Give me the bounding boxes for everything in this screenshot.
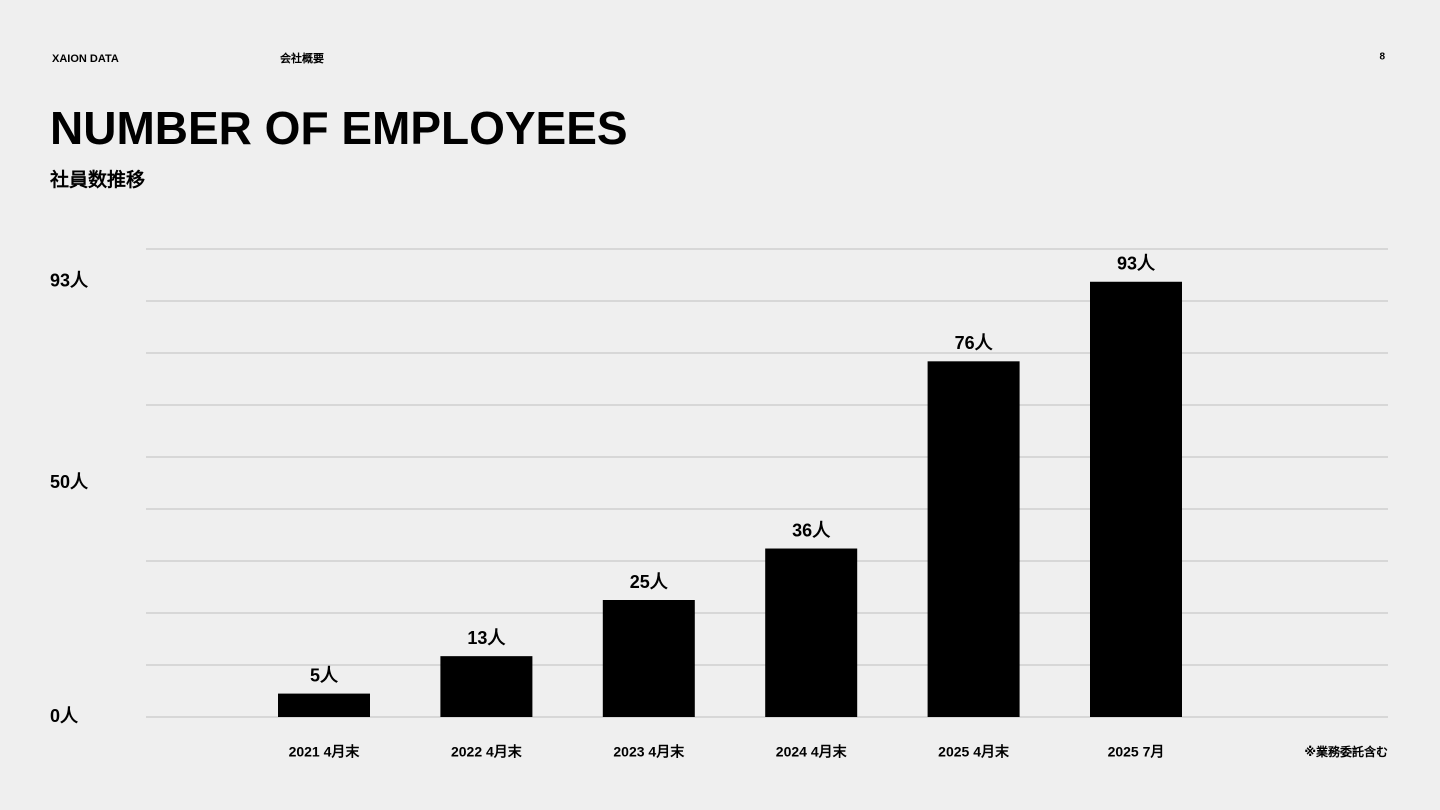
- x-tick-label: 2025 4月末: [938, 744, 1010, 760]
- bar: [602, 600, 695, 717]
- y-tick-label: 93人: [50, 271, 89, 291]
- y-tick-label: 50人: [50, 472, 89, 492]
- footnote: ※業務委託含む: [1304, 744, 1388, 759]
- bar: [1090, 281, 1182, 717]
- x-tick-label: 2021 4月末: [289, 744, 361, 760]
- value-label: 36人: [792, 520, 831, 540]
- value-label: 76人: [955, 333, 994, 353]
- x-tick-label: 2025 7月: [1108, 744, 1165, 760]
- bar: [278, 693, 370, 717]
- value-label: 93人: [1117, 254, 1156, 274]
- x-tick-label: 2022 4月末: [451, 744, 523, 760]
- y-tick-label: 0人: [50, 706, 79, 726]
- x-tick-label: 2024 4月末: [776, 744, 848, 760]
- x-tick-label: 2023 4月末: [613, 744, 685, 760]
- value-label: 5人: [310, 665, 339, 685]
- brand: XAION DATA: [52, 53, 119, 65]
- value-label: 25人: [630, 572, 669, 592]
- chart-subtitle: 社員数推移: [49, 168, 145, 191]
- value-label: 13人: [467, 628, 506, 648]
- bar: [927, 361, 1020, 717]
- bar: [765, 548, 858, 717]
- bar: [440, 656, 533, 717]
- chart-title: NUMBER OF EMPLOYEES: [50, 102, 628, 154]
- section: 会社概要: [280, 51, 324, 65]
- page-number: 8: [1379, 52, 1385, 63]
